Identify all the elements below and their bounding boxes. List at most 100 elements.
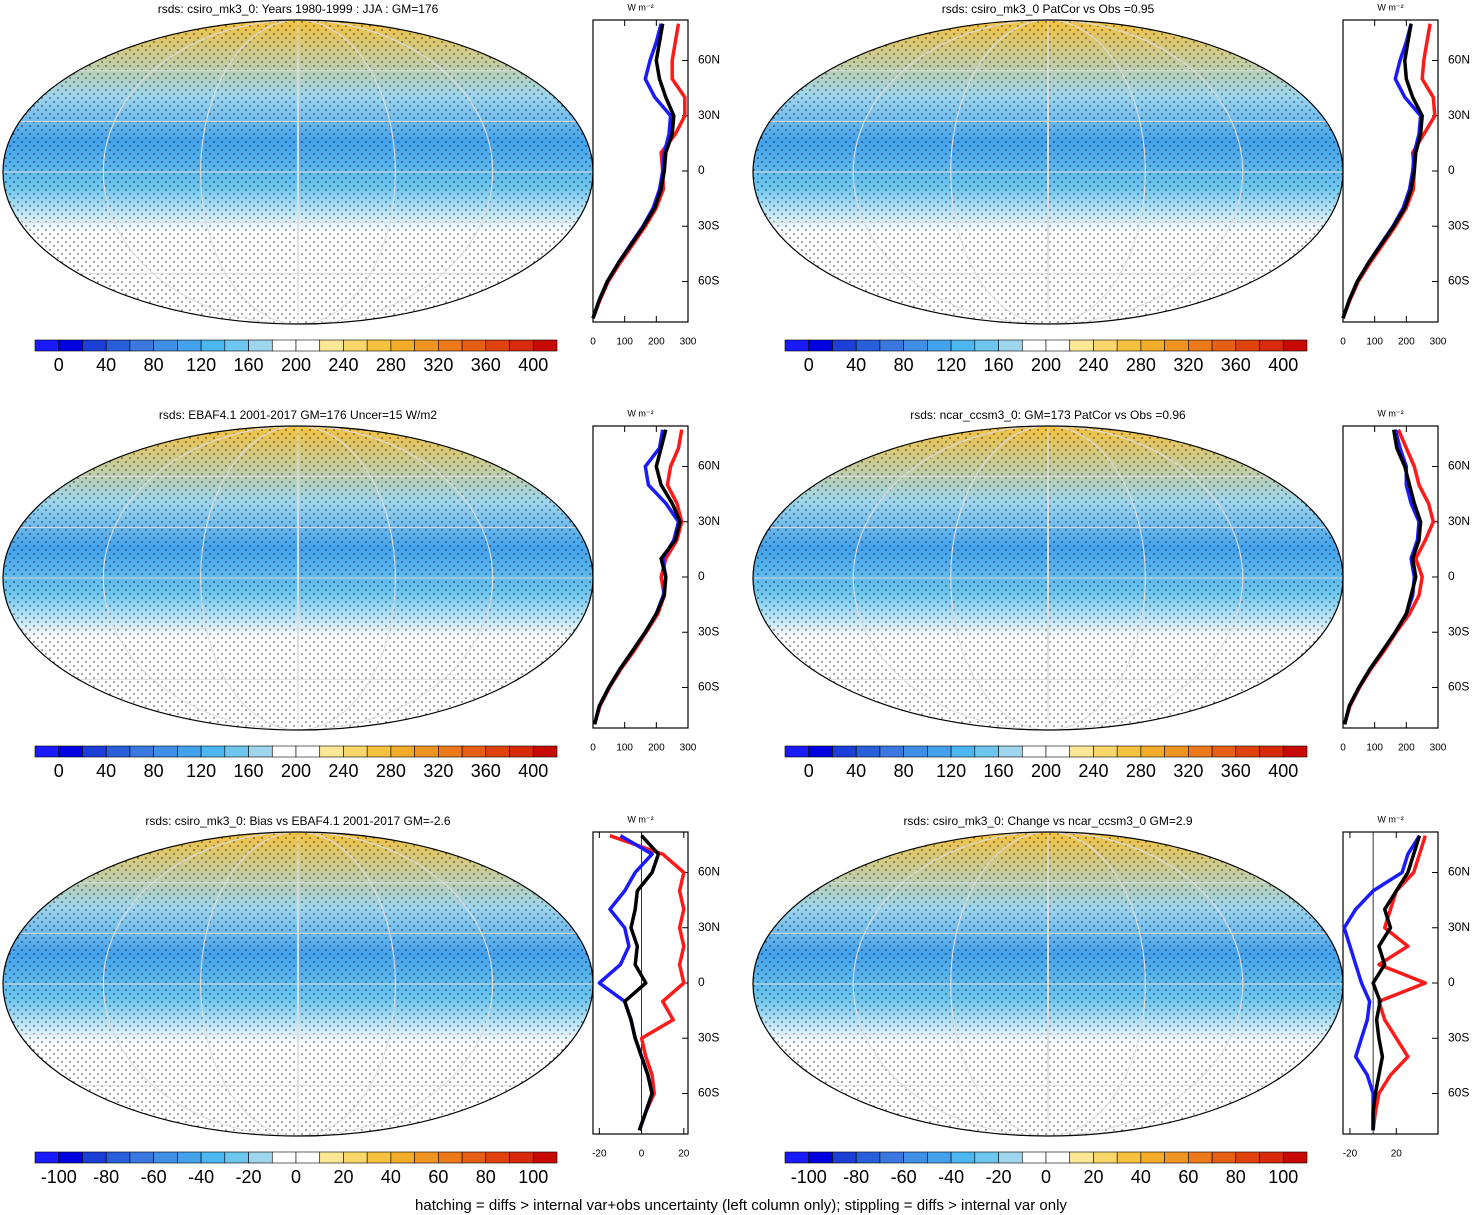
colorbar-box [1045, 339, 1071, 352]
x-tick-label: 300 [1430, 743, 1447, 754]
x-tick-label: 0 [590, 337, 596, 348]
colorbar-box [34, 339, 60, 352]
zonal-mean-line [591, 23, 676, 319]
colorbar-label: -100 [41, 1167, 77, 1187]
colorbar-box [903, 339, 928, 352]
colorbar-box [1282, 339, 1308, 352]
colorbar-label: 120 [936, 761, 966, 781]
colorbar-box [784, 1151, 810, 1164]
colorbar-box [1259, 745, 1284, 758]
y-tick-label: 60N [698, 865, 720, 879]
colorbar-box [927, 1151, 952, 1164]
colorbar-box [532, 339, 558, 352]
colorbar-box [58, 1151, 83, 1164]
colorbar-label: 60 [428, 1167, 448, 1187]
colorbar-box [1140, 1151, 1165, 1164]
colorbar-box [343, 339, 368, 352]
colorbar-label: 0 [804, 355, 814, 375]
colorbar-box [1282, 745, 1308, 758]
zonal-mean-line [1342, 834, 1421, 1131]
colorbar-box [200, 745, 226, 758]
colorbar-label: 240 [1078, 761, 1108, 781]
colorbar-box [177, 1151, 202, 1164]
colorbar-label: 40 [1131, 1167, 1151, 1187]
colorbar-label: 40 [96, 355, 116, 375]
y-tick-label: 30S [698, 1030, 719, 1044]
x-tick-label: 0 [639, 1149, 645, 1160]
axis-label: W m⁻² [627, 408, 653, 418]
x-tick-label: -20 [1343, 1149, 1358, 1160]
colorbar-box [1116, 339, 1142, 352]
colorbar-box [808, 745, 833, 758]
colorbar-label: -60 [141, 1167, 167, 1187]
colorbar-label: -40 [938, 1167, 964, 1187]
colorbar-box [998, 745, 1023, 758]
colorbar-label: 80 [144, 355, 164, 375]
zonal-mean-line [1342, 429, 1423, 725]
colorbar-label: 60 [1178, 1167, 1198, 1187]
colorbar-box [200, 339, 226, 352]
colorbar-box [1164, 1151, 1189, 1164]
colorbar-box [295, 1151, 321, 1164]
colorbar-box [1164, 745, 1189, 758]
colorbar-label: 80 [894, 761, 914, 781]
colorbar-label: 160 [984, 355, 1014, 375]
caption: hatching = diffs > internal var+obs unce… [415, 1197, 1067, 1214]
colorbar-label: 280 [1126, 355, 1156, 375]
colorbar-box [879, 745, 904, 758]
y-tick-label: 0 [698, 569, 705, 583]
colorbar-box [248, 745, 273, 758]
colorbar-box [832, 339, 857, 352]
zonal-mean-line [1341, 23, 1424, 319]
colorbar-label: -80 [93, 1167, 119, 1187]
colorbar-label: 400 [1268, 355, 1298, 375]
y-tick-label: 0 [698, 975, 705, 989]
zonal-mean-line [609, 834, 686, 1131]
colorbar-box [1235, 1151, 1260, 1164]
colorbar-box [950, 1151, 976, 1164]
colorbar-box [271, 1151, 297, 1164]
colorbar-box [271, 339, 297, 352]
colorbar-box [879, 339, 904, 352]
colorbar-box [485, 745, 510, 758]
colorbar-box [82, 339, 107, 352]
colorbar-box [974, 745, 999, 758]
y-tick-label: 30N [1448, 920, 1470, 934]
plot-frame [592, 831, 689, 1135]
y-tick-label: 60S [698, 680, 719, 694]
colorbar-label: 320 [1173, 761, 1203, 781]
colorbar-box [461, 745, 487, 758]
colorbar-box [832, 745, 857, 758]
graticule [297, 425, 299, 731]
colorbar-box [1211, 339, 1237, 352]
x-tick-label: 0 [1340, 337, 1346, 348]
x-tick-label: 20 [1391, 1149, 1403, 1160]
colorbar-label: 100 [1268, 1167, 1298, 1187]
colorbar-box [974, 339, 999, 352]
y-tick-label: 30N [1448, 514, 1470, 528]
colorbar-box [509, 339, 534, 352]
colorbar-label: 360 [471, 761, 501, 781]
map-title: rsds: csiro_mk3_0: Bias vs EBAF4.1 2001-… [145, 814, 450, 828]
colorbar-box [927, 339, 952, 352]
y-tick-label: 60S [1448, 680, 1469, 694]
colorbar-label: -20 [986, 1167, 1012, 1187]
colorbar-box [950, 745, 976, 758]
colorbar-label: 320 [423, 761, 453, 781]
colorbar-label: 0 [54, 355, 64, 375]
colorbar-label: 40 [846, 355, 866, 375]
graticule [297, 831, 299, 1137]
y-tick-label: 30N [698, 514, 720, 528]
colorbar-label: 200 [1031, 761, 1061, 781]
colorbar-label: 0 [804, 761, 814, 781]
colorbar-box [129, 1151, 154, 1164]
colorbar-box [1140, 339, 1165, 352]
colorbar-label: 320 [423, 355, 453, 375]
y-tick-label: 30S [698, 218, 719, 232]
colorbar-box [129, 339, 154, 352]
colorbar-box [1211, 1151, 1237, 1164]
x-tick-label: 300 [680, 337, 697, 348]
colorbar-box [998, 339, 1023, 352]
y-tick-label: 60S [698, 274, 719, 288]
graticule [297, 19, 299, 325]
